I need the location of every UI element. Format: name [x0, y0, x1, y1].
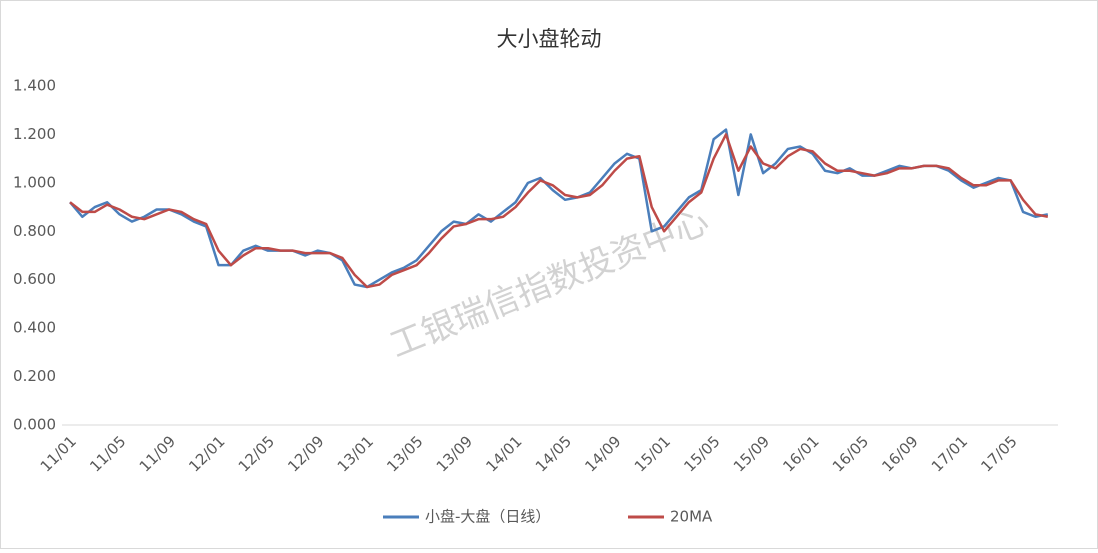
y-tick-label: 1.000	[13, 173, 56, 191]
chart-title: 大小盘轮动	[497, 27, 602, 51]
legend-label: 小盘-大盘（日线）	[425, 508, 550, 526]
y-tick-label: 0.400	[13, 319, 56, 337]
y-tick-label: 0.800	[13, 222, 56, 240]
y-tick-label: 1.200	[13, 125, 56, 143]
y-tick-label: 0.200	[13, 367, 56, 385]
series-line	[69, 133, 1049, 289]
y-tick-label: 0.600	[13, 270, 56, 288]
y-tick-label: 0.000	[13, 416, 56, 434]
y-tick-label: 1.400	[13, 77, 56, 95]
legend-label: 20MA	[670, 508, 713, 526]
